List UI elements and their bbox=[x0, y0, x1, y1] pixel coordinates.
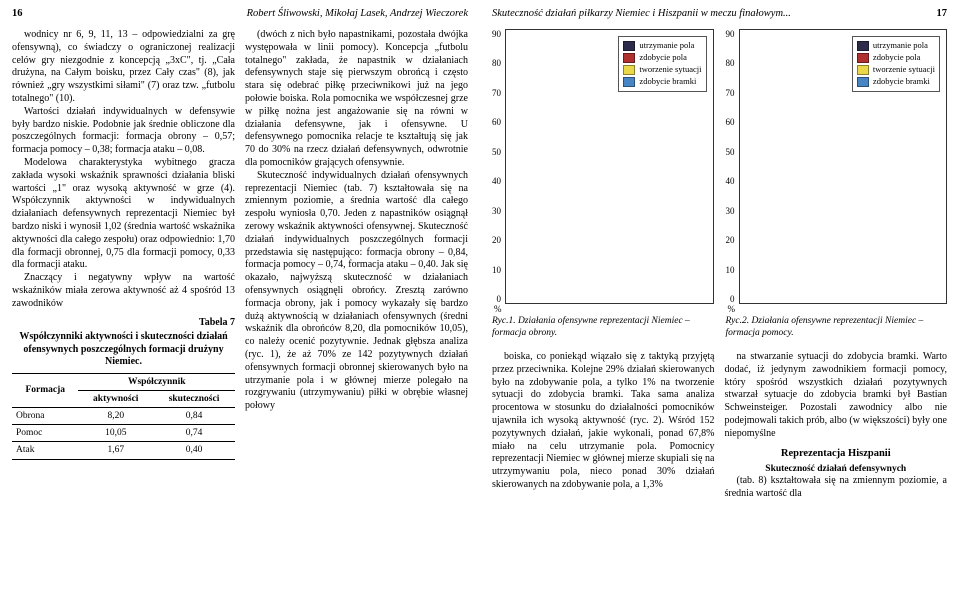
section-heading: Reprezentacja Hiszpanii bbox=[725, 447, 948, 460]
th-akt: aktywności bbox=[78, 390, 153, 407]
th-sku: skuteczności bbox=[153, 390, 235, 407]
table-7: Tabela 7 Współczynniki aktywności i skut… bbox=[12, 317, 235, 460]
x-units: % bbox=[726, 304, 948, 314]
left-col-2: (dwóch z nich było napastnikami, pozosta… bbox=[245, 29, 468, 601]
page-number-left: 16 bbox=[12, 8, 23, 19]
chart-caption: Ryc.2. Działania ofensywne reprezentacji… bbox=[726, 316, 948, 339]
charts: 9080706050403020100 utrzymanie polazdoby… bbox=[492, 29, 947, 339]
table-cell: 1,67 bbox=[78, 442, 153, 459]
table-label: Tabela 7 bbox=[12, 317, 235, 330]
y-axis-labels: 9080706050403020100 bbox=[726, 29, 739, 304]
coefficients-table: Formacja Współczynnik aktywności skutecz… bbox=[12, 373, 235, 460]
authors: Robert Śliwowski, Mikołaj Lasek, Andrzej… bbox=[247, 8, 468, 19]
x-units: % bbox=[492, 304, 714, 314]
para: Skuteczność indywidualnych działań ofens… bbox=[245, 170, 468, 413]
table-cell: 0,40 bbox=[153, 442, 235, 459]
para: Modelowa charakterystyka wybitnego gracz… bbox=[12, 157, 235, 272]
bar-slot bbox=[740, 30, 947, 303]
table-cell: 8,20 bbox=[78, 408, 153, 425]
table-caption: Współczynniki aktywności i skuteczności … bbox=[12, 331, 235, 369]
table-cell: 10,05 bbox=[78, 425, 153, 442]
para: boiska, co poniekąd wiązało się z taktyk… bbox=[492, 351, 715, 492]
left-col-1: wodnicy nr 6, 9, 11, 13 – odpowiedzialni… bbox=[12, 29, 235, 601]
para: Znaczący i negatywny wpływ na wartość ws… bbox=[12, 272, 235, 310]
page-left: 16 Robert Śliwowski, Mikołaj Lasek, Andr… bbox=[0, 0, 480, 609]
columns-left: wodnicy nr 6, 9, 11, 13 – odpowiedzialni… bbox=[12, 29, 468, 601]
table-cell: Pomoc bbox=[12, 425, 78, 442]
para: (dwóch z nich było napastnikami, pozosta… bbox=[245, 29, 468, 170]
bar-slot bbox=[506, 30, 713, 303]
plot-area: utrzymanie polazdobycie polatworzenie sy… bbox=[739, 29, 948, 304]
header-right: Skuteczność działań piłkarzy Niemiec i H… bbox=[492, 8, 947, 19]
bars bbox=[740, 30, 947, 303]
table-cell: 0,84 bbox=[153, 408, 235, 425]
header-left: 16 Robert Śliwowski, Mikołaj Lasek, Andr… bbox=[12, 8, 468, 19]
para: wodnicy nr 6, 9, 11, 13 – odpowiedzialni… bbox=[12, 29, 235, 106]
bars bbox=[506, 30, 713, 303]
after-charts: boiska, co poniekąd wiązało się z taktyk… bbox=[492, 351, 947, 501]
para: (tab. 8) kształtowała się na zmiennym po… bbox=[725, 475, 948, 501]
chart-2: 9080706050403020100 utrzymanie polazdoby… bbox=[726, 29, 948, 339]
table-cell: 0,74 bbox=[153, 425, 235, 442]
page-right: Skuteczność działań piłkarzy Niemiec i H… bbox=[480, 0, 959, 609]
para: na stwarzanie sytuacji do zdobycia bramk… bbox=[725, 351, 948, 441]
after-col-1: boiska, co poniekąd wiązało się z taktyk… bbox=[492, 351, 715, 501]
th-formacja: Formacja bbox=[12, 373, 78, 407]
plot-area: utrzymanie polazdobycie polatworzenie sy… bbox=[505, 29, 714, 304]
running-title: Skuteczność działań piłkarzy Niemiec i H… bbox=[492, 8, 791, 19]
chart-1: 9080706050403020100 utrzymanie polazdoby… bbox=[492, 29, 714, 339]
chart-caption: Ryc.1. Działania ofensywne reprezentacji… bbox=[492, 316, 714, 339]
section-sub: Skuteczność działań defensywnych bbox=[725, 463, 948, 475]
table-cell: Atak bbox=[12, 442, 78, 459]
after-col-2: na stwarzanie sytuacji do zdobycia bramk… bbox=[725, 351, 948, 501]
y-axis-labels: 9080706050403020100 bbox=[492, 29, 505, 304]
page-number-right: 17 bbox=[937, 8, 948, 19]
th-wsp: Współczynnik bbox=[78, 373, 235, 390]
table-cell: Obrona bbox=[12, 408, 78, 425]
para: Wartości działań indywidualnych w defens… bbox=[12, 106, 235, 157]
